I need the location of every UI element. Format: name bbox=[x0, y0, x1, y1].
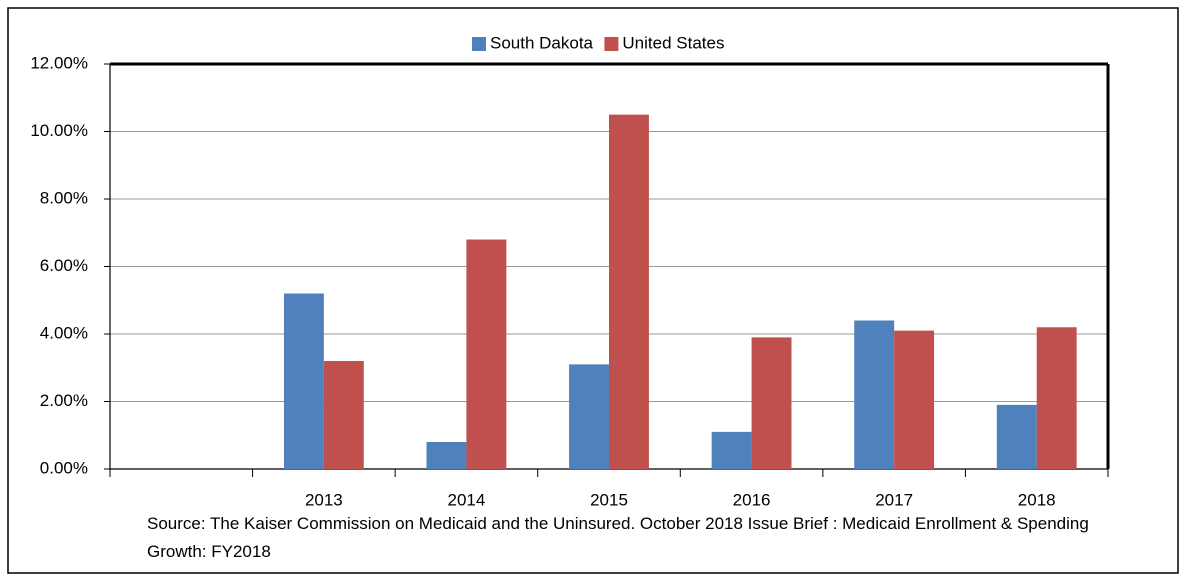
legend-swatch bbox=[472, 37, 486, 51]
y-tick-label: 6.00% bbox=[40, 256, 88, 275]
x-tick-label: 2017 bbox=[875, 490, 913, 509]
y-tick-label: 12.00% bbox=[30, 53, 88, 72]
y-tick-label: 10.00% bbox=[30, 121, 88, 140]
x-tick-label: 2013 bbox=[305, 490, 343, 509]
y-tick-label: 0.00% bbox=[40, 458, 88, 477]
x-tick-label: 2016 bbox=[733, 490, 771, 509]
legend-swatch bbox=[604, 37, 619, 51]
bar bbox=[283, 293, 324, 469]
bar bbox=[854, 320, 895, 469]
x-tick-label: 2014 bbox=[448, 490, 486, 509]
y-tick-label: 4.00% bbox=[40, 323, 88, 342]
bar bbox=[711, 431, 752, 469]
x-tick-label: 2018 bbox=[1018, 490, 1056, 509]
bar bbox=[426, 442, 467, 469]
bar bbox=[894, 330, 935, 469]
legend-label: South Dakota bbox=[490, 33, 594, 52]
bar bbox=[569, 364, 609, 469]
bar bbox=[323, 361, 364, 469]
bar bbox=[609, 114, 649, 469]
source-note: Source: The Kaiser Commission on Medicai… bbox=[147, 514, 1089, 561]
y-tick-label: 2.00% bbox=[40, 391, 88, 410]
y-tick-label: 8.00% bbox=[40, 188, 88, 207]
bar bbox=[1036, 327, 1077, 469]
bar bbox=[996, 404, 1037, 469]
x-tick-label: 2015 bbox=[590, 490, 628, 509]
bar bbox=[466, 239, 507, 469]
bar bbox=[751, 337, 792, 469]
chart-frame bbox=[7, 7, 1179, 574]
legend-label: United States bbox=[622, 33, 724, 52]
